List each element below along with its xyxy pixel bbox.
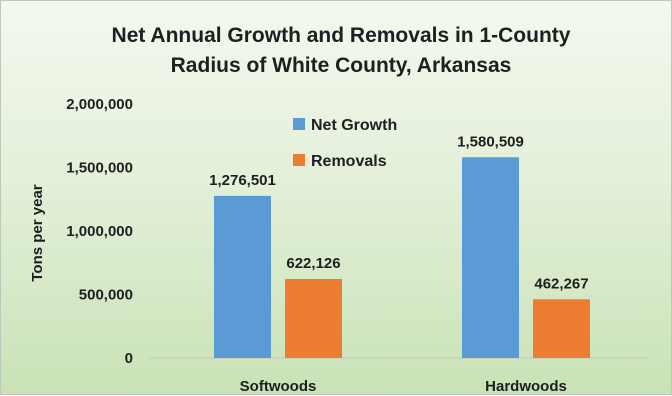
y-tick-label: 1,500,000 bbox=[66, 160, 133, 177]
bar-net-growth-softwoods bbox=[214, 195, 271, 358]
x-category-label: Softwoods bbox=[240, 378, 317, 395]
x-category-label: Hardwoods bbox=[485, 378, 567, 395]
legend-swatch-net-growth bbox=[293, 118, 305, 130]
bar-net-growth-hardwoods bbox=[462, 157, 519, 358]
legend-swatch-removals bbox=[293, 154, 305, 166]
y-tick-label: 2,000,000 bbox=[66, 96, 133, 113]
legend-label: Net Growth bbox=[311, 117, 397, 134]
data-label: 1,580,509 bbox=[457, 133, 524, 150]
y-tick-label: 0 bbox=[125, 350, 133, 367]
legend-label: Removals bbox=[311, 153, 387, 170]
y-axis-title: Tons per year bbox=[29, 184, 46, 281]
data-label: 622,126 bbox=[286, 255, 340, 272]
chart-title-line-2: Radius of White County, Arkansas bbox=[171, 54, 512, 77]
y-tick-label: 1,000,000 bbox=[66, 223, 133, 240]
data-label: 1,276,501 bbox=[209, 172, 276, 189]
bar-removals-softwoods bbox=[285, 278, 342, 358]
bar-removals-hardwoods bbox=[533, 299, 590, 358]
y-tick-label: 500,000 bbox=[79, 287, 133, 304]
data-label: 462,267 bbox=[534, 275, 588, 292]
chart-title-line-1: Net Annual Growth and Removals in 1-Coun… bbox=[112, 24, 571, 47]
